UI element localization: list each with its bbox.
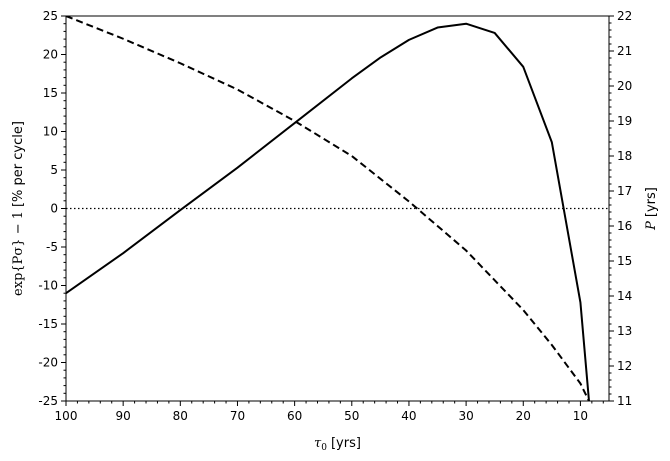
left-y-tick-label: 0 bbox=[50, 202, 58, 216]
left-y-tick-label: 15 bbox=[43, 86, 58, 100]
right-y-tick-label: 21 bbox=[617, 44, 632, 58]
x-axis-label: τ0 [yrs] bbox=[314, 436, 361, 453]
right-y-tick-label: 12 bbox=[617, 359, 632, 373]
series-line-period-dashed bbox=[66, 16, 590, 401]
right-y-tick-label: 16 bbox=[617, 219, 632, 233]
left-y-tick-label: -25 bbox=[38, 394, 58, 408]
x-axis-label-unit: [yrs] bbox=[331, 436, 361, 451]
x-tick-label: 40 bbox=[401, 409, 416, 423]
left-y-tick-label: -20 bbox=[38, 356, 58, 370]
x-axis: 100 90 80 70 60 50 40 30 20 10 bbox=[55, 401, 604, 423]
right-y-tick-label: 19 bbox=[617, 114, 632, 128]
series-layer bbox=[66, 16, 590, 401]
right-y-tick-label: 18 bbox=[617, 149, 632, 163]
x-tick-label: 60 bbox=[287, 409, 302, 423]
right-y-axis-label: P [yrs] bbox=[644, 187, 659, 231]
x-tick-label: 80 bbox=[173, 409, 188, 423]
x-tick-label: 20 bbox=[516, 409, 531, 423]
series-line-growth-solid bbox=[66, 22, 590, 401]
x-tick-label: 30 bbox=[458, 409, 473, 423]
x-tick-label: 10 bbox=[573, 409, 588, 423]
right-y-axis-label-unit: [yrs] bbox=[644, 187, 659, 217]
right-y-tick-label: 14 bbox=[617, 289, 632, 303]
left-y-tick-label: -10 bbox=[38, 279, 58, 293]
right-y-tick-label: 22 bbox=[617, 9, 632, 23]
x-axis-label-symbol: τ bbox=[314, 436, 322, 451]
left-y-axis-label-symbol: exp{Pσ} − 1 bbox=[11, 211, 26, 296]
left-y-axis: 25 20 15 10 5 0 -5 -10 -15 -20 -25 bbox=[38, 9, 66, 408]
right-y-tick-label: 15 bbox=[617, 254, 632, 268]
x-axis-label-subscript: 0 bbox=[321, 443, 327, 453]
left-y-tick-label: 25 bbox=[43, 9, 58, 23]
left-y-tick-label: 20 bbox=[43, 48, 58, 62]
right-y-axis-label-symbol: P bbox=[644, 221, 659, 231]
right-y-tick-label: 17 bbox=[617, 184, 632, 198]
left-y-axis-label: exp{Pσ} − 1 [% per cycle] bbox=[11, 121, 26, 296]
left-y-tick-label: -5 bbox=[46, 240, 58, 254]
right-y-tick-label: 13 bbox=[617, 324, 632, 338]
x-tick-label: 50 bbox=[344, 409, 359, 423]
right-y-axis: 22 21 20 19 18 17 16 15 14 13 12 11 bbox=[609, 9, 632, 408]
left-y-axis-label-unit: [% per cycle] bbox=[11, 121, 26, 207]
x-tick-label: 100 bbox=[55, 409, 78, 423]
left-y-tick-label: 5 bbox=[50, 163, 58, 177]
left-y-tick-label: 10 bbox=[43, 125, 58, 139]
left-y-tick-label: -15 bbox=[38, 317, 58, 331]
right-y-tick-label: 20 bbox=[617, 79, 632, 93]
x-tick-label: 70 bbox=[230, 409, 245, 423]
x-tick-label: 90 bbox=[116, 409, 131, 423]
right-y-tick-label: 11 bbox=[617, 394, 632, 408]
